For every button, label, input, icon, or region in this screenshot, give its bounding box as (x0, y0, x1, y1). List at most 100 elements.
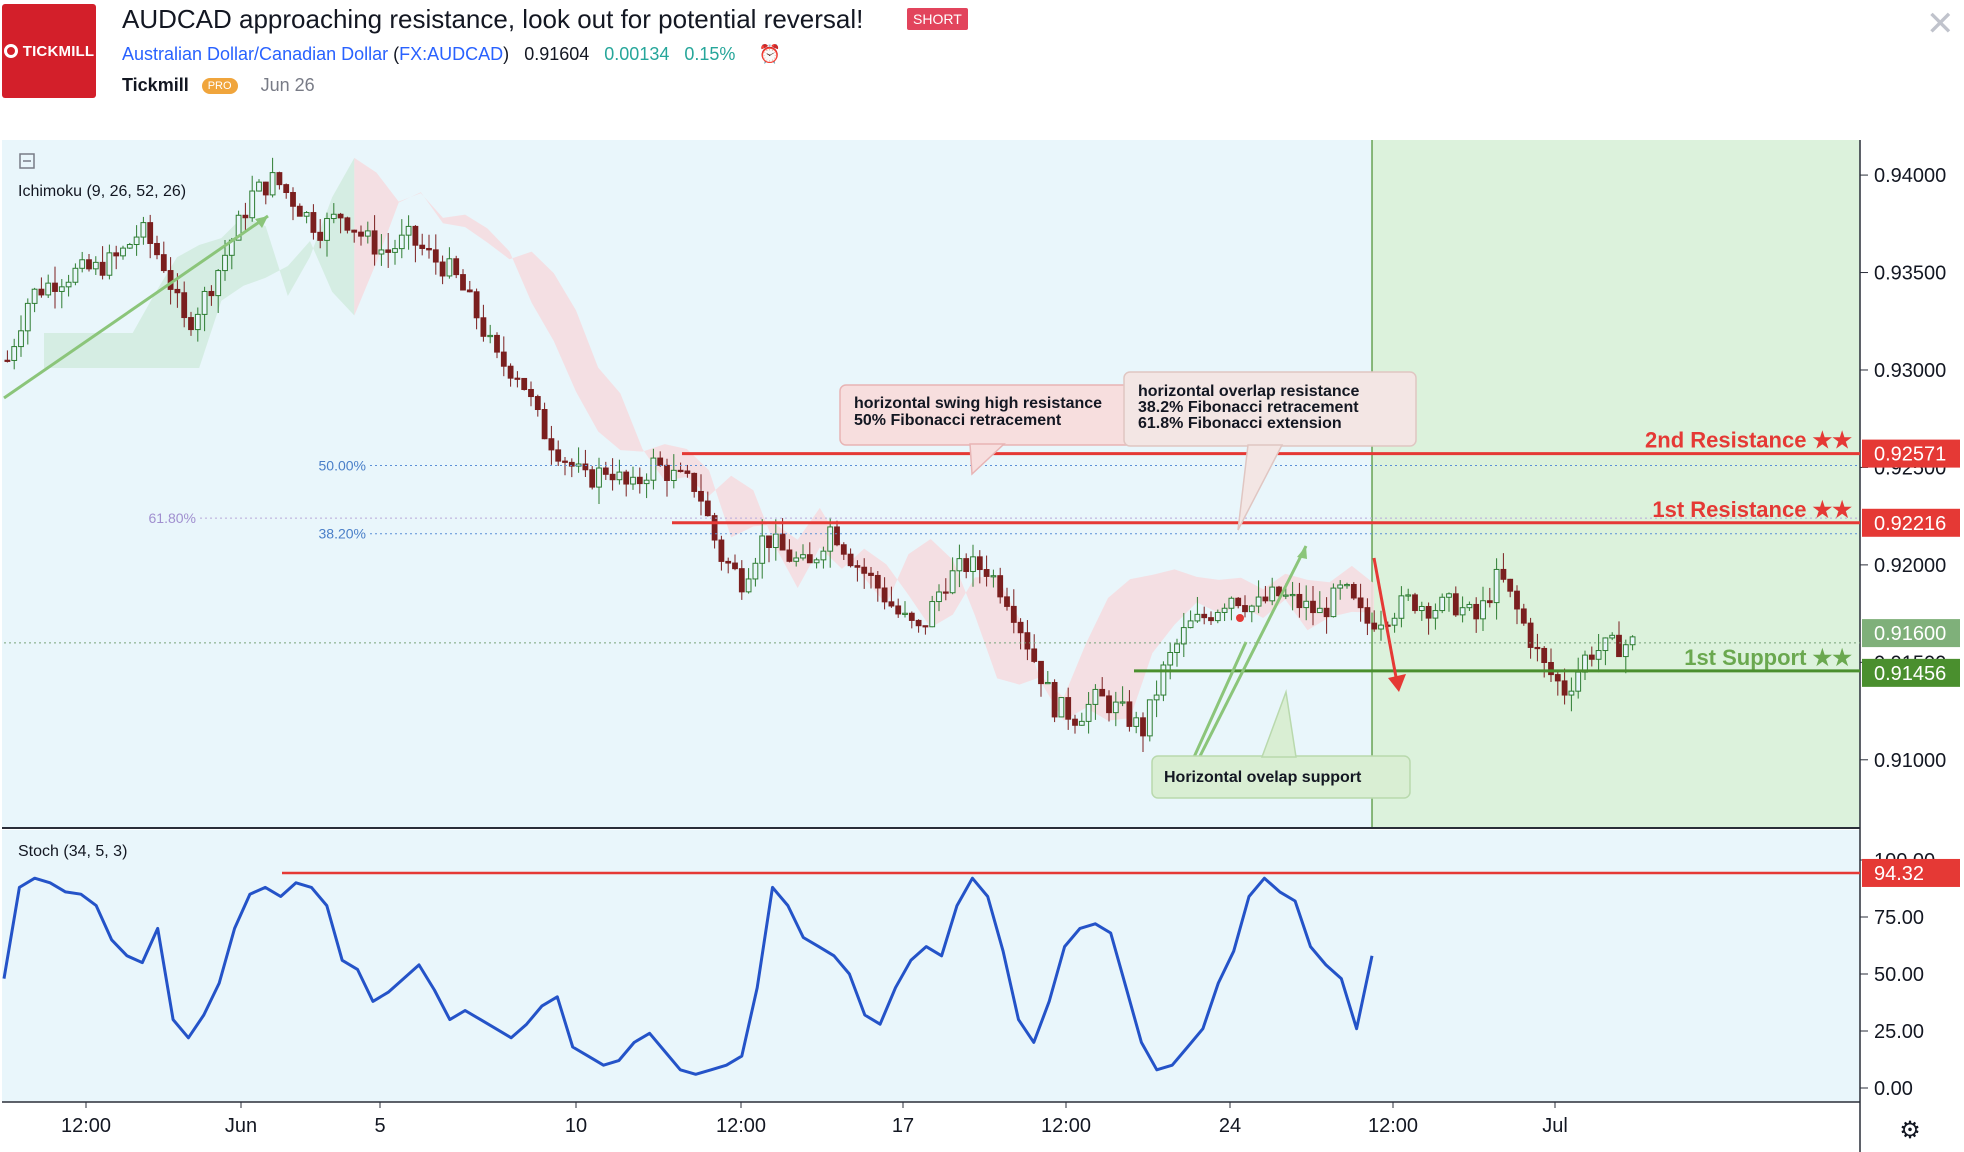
settings-gear-icon[interactable]: ⚙ (1899, 1117, 1921, 1144)
close-icon[interactable]: ✕ (1926, 5, 1955, 43)
collapse-icon[interactable] (19, 153, 35, 169)
candle-body (1412, 594, 1418, 612)
candle-body (1398, 595, 1405, 619)
candle-body (1051, 681, 1058, 718)
candle-body (881, 587, 888, 603)
candle-body (1514, 590, 1520, 610)
candle-body (317, 231, 324, 241)
ichimoku-legend[interactable]: Ichimoku (9, 26, 52, 26) (18, 183, 186, 200)
stoch-level-tag-bg (1862, 858, 1960, 887)
candle-body (1010, 605, 1017, 623)
candle-body (1242, 605, 1248, 613)
candle-body (548, 438, 555, 451)
author-name[interactable]: Tickmill (122, 75, 189, 95)
candle-body (1017, 621, 1024, 634)
candle-body (324, 218, 330, 241)
candle-body (970, 556, 976, 572)
candle-body (1072, 718, 1078, 726)
candle-body (120, 247, 126, 257)
candle-body (691, 472, 698, 492)
time-axis-label: 12:00 (1368, 1115, 1418, 1137)
candle-body (385, 249, 392, 253)
candle-body (976, 556, 983, 571)
candle-body (1085, 703, 1092, 722)
candle-body (1038, 660, 1044, 685)
candle-body (664, 464, 670, 481)
candle-body (786, 549, 793, 562)
uptrend-arrow-3 (1188, 641, 1248, 767)
candle-body (936, 591, 942, 603)
symbol-ticker-link[interactable]: FX:AUDCAD (399, 44, 504, 64)
price-axis-label: 0.91000 (1874, 750, 1946, 772)
candle-body (1031, 648, 1038, 662)
candle-body (65, 281, 72, 288)
idea-title: AUDCAD approaching resistance, look out … (122, 4, 864, 34)
stoch-axis-label: 50.00 (1874, 964, 1924, 986)
candle-body (1112, 701, 1119, 714)
stoch-legend[interactable]: Stoch (34, 5, 3) (18, 843, 127, 860)
candle-body (1276, 586, 1282, 597)
candle-body (1609, 634, 1616, 639)
annotation-swing-high[interactable]: horizontal swing high resistance 50% Fib… (839, 384, 1133, 476)
candle-body (58, 286, 65, 292)
candle-body (371, 230, 378, 255)
alarm-clock-icon[interactable]: ⏰ (758, 44, 781, 64)
time-axis-label: Jun (225, 1115, 257, 1137)
candle-body (813, 559, 820, 564)
candle-body (439, 261, 446, 277)
candle-body (1126, 701, 1133, 727)
candle-body (1153, 694, 1160, 701)
candle-body (847, 553, 854, 567)
stoch-level-tag: 94.32 (1874, 863, 1924, 885)
candle-body (1269, 586, 1276, 602)
tickmill-logo[interactable]: TICKMILL (2, 4, 96, 98)
candle-body (24, 302, 31, 332)
annotation-overlap-support[interactable]: Horizontal ovelap support (1151, 689, 1411, 799)
candle-body (949, 570, 956, 594)
candle-body (718, 539, 725, 562)
candle-body (772, 533, 779, 549)
candle-body (45, 282, 52, 296)
second-resistance-price-tag: 0.92571 (1874, 444, 1946, 466)
candle-body (725, 560, 732, 564)
candle-body (698, 490, 704, 502)
candle-body (52, 282, 58, 292)
candle-body (1480, 600, 1486, 620)
candle-body (235, 214, 242, 241)
candle-body (1561, 680, 1568, 696)
stoch-axis-label: 75.00 (1874, 907, 1924, 929)
candle-body (446, 258, 453, 277)
annotation-overlap-resistance-line1: horizontal overlap resistance (1138, 383, 1360, 400)
candle-body (398, 234, 405, 250)
candle-body (1262, 596, 1269, 602)
symbol-change: 0.00134 (604, 44, 670, 64)
candle-body (1602, 637, 1609, 652)
candle-body (330, 213, 337, 220)
author-row: Tickmill PRO Jun 26 (122, 75, 315, 96)
candle-body (636, 476, 643, 485)
candle-body (1432, 610, 1439, 619)
chart-canvas[interactable]: 50.00% 61.80% 38.20% horizontal swing high… (0, 140, 1964, 1152)
candle-body (249, 190, 256, 219)
candle-body (895, 605, 902, 615)
candle-body (222, 254, 228, 272)
candle-body (534, 396, 541, 411)
candle-body (793, 557, 800, 562)
candle-body (188, 317, 194, 331)
candle-body (1282, 594, 1289, 597)
symbol-name-link[interactable]: Australian Dollar/Canadian Dollar (122, 44, 389, 64)
candle-body (528, 388, 534, 398)
first-resistance-price-tag-bg (1862, 508, 1960, 537)
candle-body (602, 467, 609, 475)
candle-body (1004, 596, 1010, 607)
annotation-overlap-resistance[interactable]: horizontal overlap resistance 38.2% Fibo… (1123, 371, 1417, 531)
candle-body (1344, 583, 1350, 587)
candle-body (806, 554, 813, 564)
candle-body (167, 270, 174, 290)
candle-body (507, 365, 514, 379)
candle-body (1323, 607, 1330, 618)
forecast-zone (1372, 140, 1860, 828)
stoch-pane[interactable] (2, 830, 1860, 1102)
first-support-price-tag-bg (1862, 658, 1960, 687)
